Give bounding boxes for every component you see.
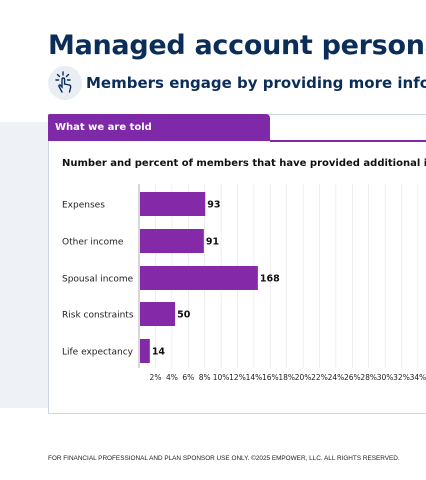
bar: [140, 229, 204, 253]
footer-disclaimer: FOR FINANCIAL PROFESSIONAL AND PLAN SPON…: [48, 455, 400, 462]
value-label: 168: [260, 274, 280, 285]
x-tick-label: 26%: [344, 373, 361, 382]
x-tick-label: 6%: [182, 373, 194, 382]
x-tick-label: 24%: [328, 373, 345, 382]
x-tick-label: 20%: [295, 373, 312, 382]
value-label: 14: [152, 347, 166, 358]
x-tick-label: 2%: [150, 373, 162, 382]
x-tick-label: 28%: [360, 373, 377, 382]
value-label: 91: [206, 237, 219, 248]
category-label: Life expectancy: [62, 348, 134, 358]
background-band: [0, 122, 48, 408]
x-tick-label: 10%: [213, 373, 230, 382]
tab-underline: [270, 140, 426, 142]
value-label: 50: [177, 310, 191, 321]
hand-tap-icon: [48, 66, 82, 100]
x-tick-label: 4%: [166, 373, 178, 382]
category-label: Risk constraints: [62, 311, 134, 321]
bar: [140, 302, 176, 326]
chart-card: [48, 114, 426, 414]
category-label: Other income: [62, 238, 124, 248]
x-tick-label: 14%: [246, 373, 263, 382]
bar: [140, 192, 206, 216]
bar: [140, 266, 258, 290]
x-tick-label: 30%: [377, 373, 394, 382]
value-label: 93: [207, 200, 220, 211]
x-tick-label: 12%: [229, 373, 246, 382]
card-tab: What we are told: [48, 114, 270, 141]
category-label: Spousal income: [62, 275, 134, 285]
x-tick-label: 22%: [311, 373, 328, 382]
bar: [140, 339, 150, 363]
x-tick-label: 32%: [393, 373, 410, 382]
x-tick-label: 8%: [199, 373, 211, 382]
chart-title: Number and percent of members that have …: [62, 158, 426, 169]
subtitle: Members engage by providing more informa…: [86, 74, 426, 92]
category-label: Expenses: [62, 201, 105, 211]
x-tick-label: 18%: [278, 373, 295, 382]
x-tick-label: 34%: [410, 373, 426, 382]
x-tick-label: 16%: [262, 373, 279, 382]
page-title: Managed account personali: [48, 30, 426, 61]
